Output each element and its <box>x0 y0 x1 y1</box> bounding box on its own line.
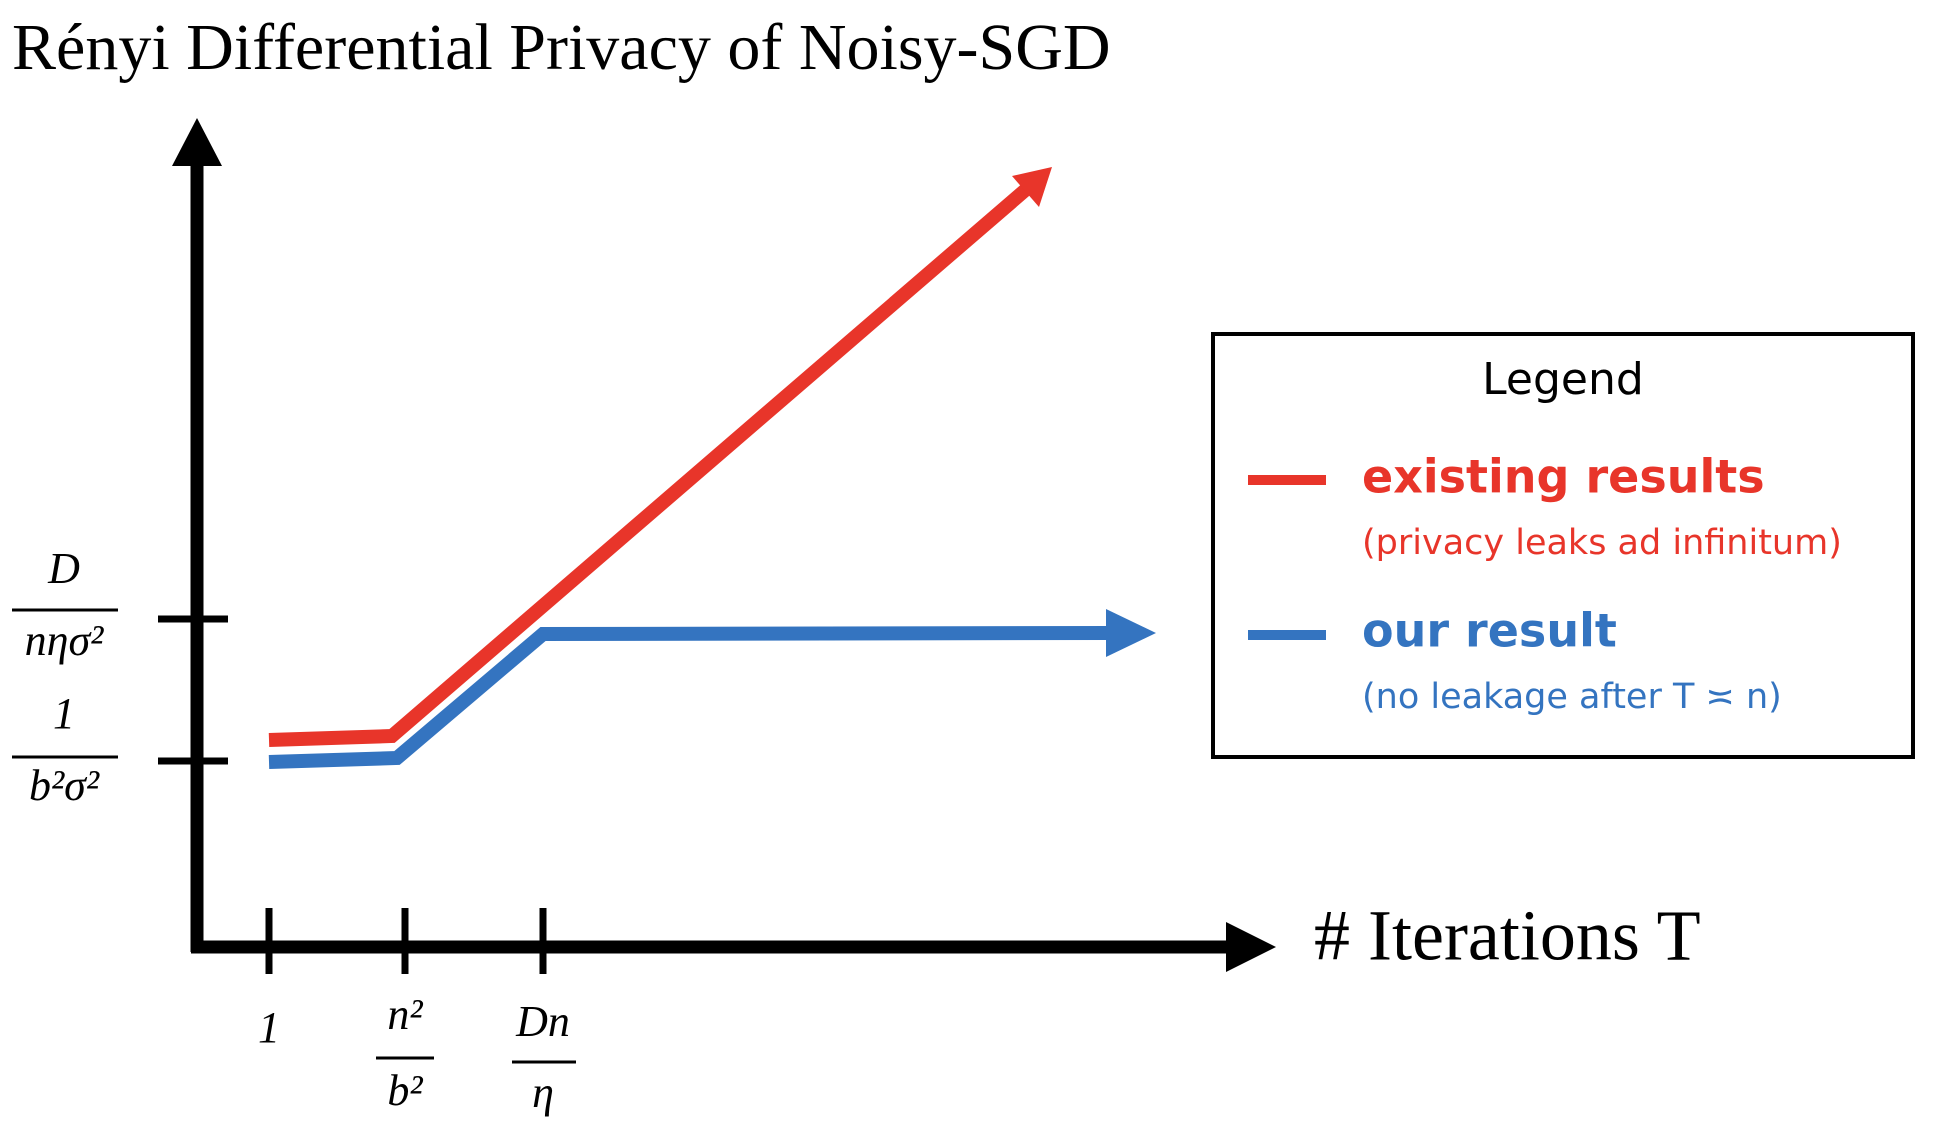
legend-box <box>1211 332 1915 759</box>
legend-label: our result <box>1362 604 1617 658</box>
existing-results-line <box>268 180 1035 747</box>
y-tick-denominator: nησ² <box>25 616 105 665</box>
x-axis-arrow <box>1226 922 1276 972</box>
y-axis-arrow <box>172 118 222 166</box>
our-result-line <box>268 626 1111 769</box>
x-axis-label: # Iterations T <box>1314 896 1701 976</box>
our-result-arrow <box>1106 609 1156 657</box>
legend-title: Legend <box>1482 354 1644 405</box>
x-tick-denominator: η <box>532 1068 554 1117</box>
y-tick-denominator: b²σ² <box>29 761 100 810</box>
existing-results-arrow <box>1012 167 1052 207</box>
x-tick-numerator: Dn <box>515 997 570 1046</box>
x-tick-denominator: b² <box>387 1066 423 1115</box>
legend-note: (no leakage after T ≍ n) <box>1362 677 1782 717</box>
y-tick-numerator: D <box>47 544 80 593</box>
x-tick-label: 1 <box>258 1003 280 1052</box>
y-tick-numerator: 1 <box>53 689 75 738</box>
legend-label: existing results <box>1362 450 1765 504</box>
title: Rényi Differential Privacy of Noisy-SGD <box>12 11 1111 84</box>
x-tick-numerator: n² <box>387 990 423 1039</box>
legend-note: (privacy leaks ad infinitum) <box>1362 523 1842 563</box>
